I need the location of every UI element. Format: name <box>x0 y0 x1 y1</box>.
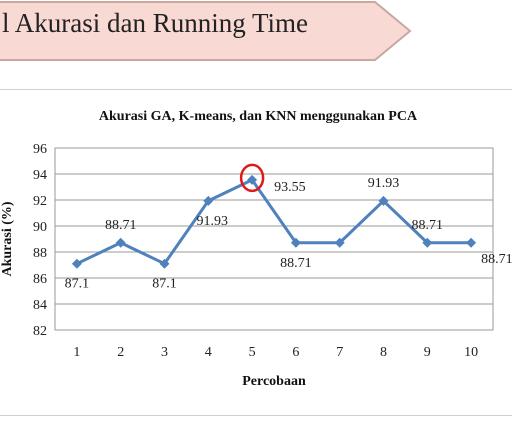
data-label: 88.71 <box>280 256 312 271</box>
y-tick-label: 96 <box>33 142 47 157</box>
data-point <box>115 237 126 248</box>
x-tick-label: 8 <box>380 345 387 360</box>
chart-title: Akurasi GA, K-means, dan KNN menggunakan… <box>99 109 418 124</box>
x-tick-label: 1 <box>73 345 80 360</box>
plot-area <box>54 147 494 331</box>
data-point <box>290 237 301 248</box>
data-label: 87.1 <box>152 277 177 292</box>
y-tick-label: 90 <box>33 220 47 235</box>
y-tick-label: 94 <box>33 168 47 183</box>
y-tick-label: 86 <box>33 272 47 287</box>
data-label: 88.71 <box>105 218 137 233</box>
data-point <box>203 195 214 206</box>
x-tick-label: 7 <box>336 345 343 360</box>
x-axis-title: Percobaan <box>242 374 306 389</box>
data-point <box>378 195 389 206</box>
y-tick-label: 84 <box>33 298 47 313</box>
x-tick-label: 5 <box>249 345 256 360</box>
slide-title-banner: l Akurasi dan Running Time <box>0 0 415 62</box>
slide-title: l Akurasi dan Running Time <box>2 8 309 38</box>
y-tick-label: 88 <box>33 246 47 261</box>
data-point <box>247 174 258 185</box>
y-tick-label: 92 <box>33 194 47 209</box>
chart-frame: Akurasi GA, K-means, dan KNN menggunakan… <box>0 89 512 416</box>
data-point <box>466 237 477 248</box>
series-line <box>76 178 472 266</box>
data-label: 88.71 <box>412 218 444 233</box>
x-tick-label: 3 <box>161 345 168 360</box>
x-tick-label: 6 <box>292 345 299 360</box>
highlight-ring <box>239 163 265 193</box>
x-tick-label: 4 <box>205 345 212 360</box>
data-point <box>71 258 82 269</box>
data-label: 91.93 <box>197 214 229 229</box>
data-point <box>334 237 345 248</box>
y-axis-title: Akurasi (%) <box>0 201 15 276</box>
banner-arrow-shape <box>0 1 412 61</box>
data-point <box>422 237 433 248</box>
x-tick-label: 9 <box>424 345 431 360</box>
data-label: 91.93 <box>368 176 400 191</box>
data-point <box>159 258 170 269</box>
accuracy-line-chart: Akurasi GA, K-means, dan KNN menggunakan… <box>0 109 512 389</box>
y-tick-label: 82 <box>33 324 47 339</box>
data-label: 87.1 <box>65 277 90 292</box>
x-tick-label: 10 <box>464 345 478 360</box>
x-tick-label: 2 <box>117 345 124 360</box>
data-label: 88.71 <box>481 252 512 267</box>
data-label: 93.55 <box>274 180 306 195</box>
